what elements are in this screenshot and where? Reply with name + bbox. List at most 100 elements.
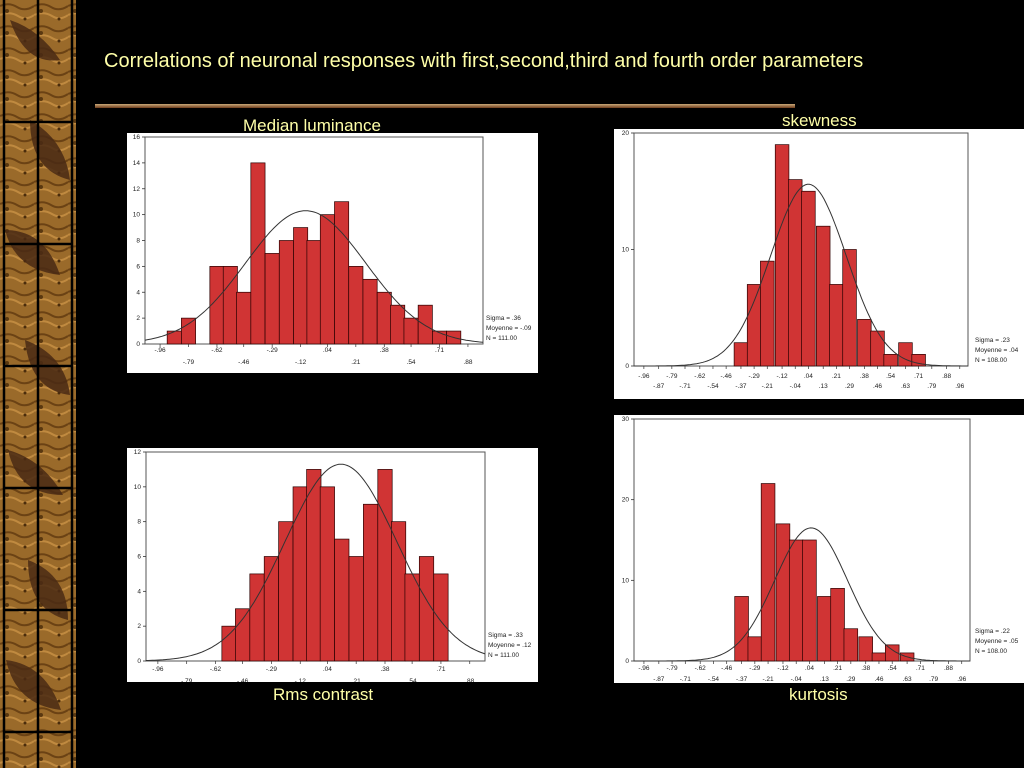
- y-tick-label: 20: [622, 497, 630, 504]
- x-tick-label-lower: -.12: [295, 678, 307, 682]
- histogram-bar: [775, 523, 791, 662]
- x-tick-label-lower: .46: [874, 676, 883, 683]
- x-tick-label-upper: .21: [832, 373, 841, 380]
- x-tick-label-lower: -.71: [680, 676, 692, 683]
- x-tick-label-lower: .88: [465, 678, 474, 682]
- histogram-kurtosis: 0 10 20 30 -.96 -.79 -.62 -.46 -.29 -.12 .04 .21 .38…: [614, 415, 1024, 683]
- x-tick-label-lower: -.87: [653, 676, 665, 683]
- normal-curve: [634, 527, 970, 662]
- caption-kurtosis: kurtosis: [789, 685, 848, 704]
- decorative-leaf-border: [0, 0, 76, 768]
- x-tick-label-upper: -.96: [638, 665, 650, 672]
- histogram-bar: [166, 330, 182, 345]
- histogram-bar: [362, 278, 378, 345]
- x-tick-label-lower: .21: [351, 359, 360, 366]
- x-tick-label-lower: .63: [901, 383, 910, 390]
- y-tick-label: 0: [625, 658, 629, 665]
- normal-curve: [634, 183, 968, 367]
- x-tick-label-lower: -.54: [707, 383, 719, 390]
- x-tick-label-lower: -.46: [237, 678, 249, 682]
- x-tick-label-lower: .46: [873, 383, 882, 390]
- histogram-bar: [733, 342, 749, 367]
- y-tick-label: 6: [136, 263, 140, 270]
- histogram-bar: [391, 521, 407, 662]
- histogram-bar: [249, 573, 265, 662]
- histogram-bar: [334, 201, 350, 345]
- histogram-bar: [278, 521, 294, 662]
- y-tick-label: 0: [625, 363, 629, 370]
- histogram-bar: [306, 469, 322, 662]
- x-tick-label-upper: .04: [323, 347, 332, 354]
- x-tick-label-lower: -.21: [762, 676, 774, 683]
- histogram-median-luminance: 0 2 4 6 8 10 12 14 16 -.96 -.62 -.29 .04 .38 .71 -.79 -.…: [127, 133, 538, 373]
- histogram-bar: [221, 625, 237, 662]
- y-tick-label: 20: [622, 130, 630, 137]
- y-tick-label: 10: [133, 212, 141, 219]
- histogram-bar: [788, 539, 804, 662]
- x-tick-label-upper: .88: [944, 665, 953, 672]
- x-tick-label-lower: -.04: [790, 383, 802, 390]
- caption-median-luminance: Median luminance: [243, 116, 381, 135]
- histogram-bar: [264, 253, 280, 345]
- stats-label: Moyenne = .05: [975, 638, 1019, 645]
- stats-label: Sigma = .36: [486, 315, 521, 322]
- normal-curve: [146, 463, 486, 661]
- x-tick-label-lower: -.46: [238, 359, 250, 366]
- x-tick-label-upper: .71: [914, 373, 923, 380]
- histogram-bar: [746, 284, 762, 367]
- x-tick-label-upper: -.29: [267, 347, 279, 354]
- y-tick-label: 12: [134, 449, 142, 456]
- histogram-bar: [870, 330, 885, 367]
- histogram-bar: [334, 538, 350, 662]
- histogram-bar: [293, 227, 309, 345]
- x-tick-label-upper: -.96: [638, 373, 650, 380]
- x-tick-label-lower: -.54: [708, 676, 720, 683]
- y-tick-label: 8: [136, 238, 140, 245]
- histogram-bar: [278, 240, 294, 345]
- histogram-bar: [263, 556, 279, 662]
- histogram-bar: [363, 503, 379, 662]
- x-tick-label-lower: .96: [957, 676, 966, 683]
- histogram-bar: [842, 249, 857, 367]
- y-tick-label: 0: [137, 658, 141, 665]
- x-tick-label-lower: .13: [819, 383, 828, 390]
- x-tick-label-upper: -.29: [266, 666, 278, 673]
- x-tick-label-upper: .88: [942, 373, 951, 380]
- x-tick-label-upper: -.62: [210, 666, 222, 673]
- histogram-bar: [857, 319, 872, 367]
- x-tick-label-upper: -.96: [154, 347, 166, 354]
- histogram-bar: [433, 573, 449, 662]
- histogram-bar: [181, 317, 196, 345]
- y-tick-label: 10: [134, 484, 142, 491]
- x-tick-label-lower: .21: [352, 678, 361, 682]
- x-tick-label-upper: .21: [833, 665, 842, 672]
- x-tick-label-upper: .38: [861, 665, 870, 672]
- histogram-bar: [871, 652, 887, 662]
- x-tick-label-upper: .71: [436, 666, 445, 673]
- x-tick-label-upper: .38: [380, 666, 389, 673]
- x-tick-label-lower: -.79: [181, 678, 193, 682]
- x-tick-label-lower: -.87: [653, 383, 665, 390]
- y-tick-label: 4: [137, 588, 141, 595]
- histogram-bar: [377, 469, 393, 662]
- histogram-bar: [348, 556, 364, 662]
- histogram-bar: [883, 354, 898, 367]
- x-tick-label-lower: .29: [845, 383, 854, 390]
- histogram-bar: [306, 240, 322, 345]
- x-tick-label-upper: -.29: [749, 373, 761, 380]
- stats-label: Moyenne = -.09: [486, 325, 532, 332]
- stats-label: Moyenne = .12: [488, 642, 532, 649]
- histogram-bar: [774, 144, 790, 367]
- x-tick-label-lower: .54: [408, 678, 417, 682]
- slide-title: Correlations of neuronal responses with …: [104, 50, 864, 72]
- y-tick-label: 30: [622, 416, 630, 423]
- title-divider: [95, 104, 795, 108]
- histogram-bar: [829, 284, 844, 367]
- histogram-bar: [292, 486, 308, 662]
- y-tick-label: 6: [137, 554, 141, 561]
- histogram-bar: [404, 573, 420, 662]
- histogram-bar: [209, 266, 225, 345]
- stats-label: Sigma = .23: [975, 337, 1010, 344]
- caption-skewness: skewness: [782, 111, 857, 130]
- x-tick-label-lower: -.79: [183, 359, 195, 366]
